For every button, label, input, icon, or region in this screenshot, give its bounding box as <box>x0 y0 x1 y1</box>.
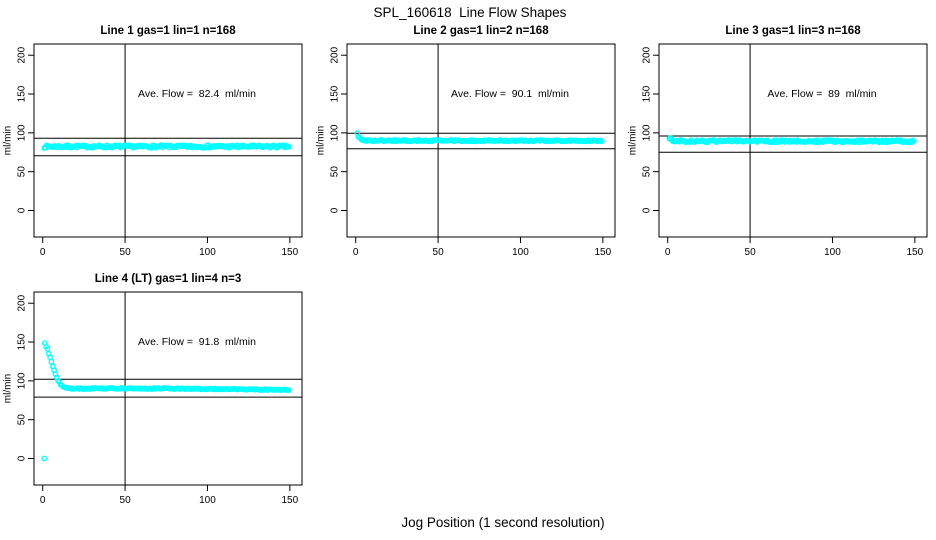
y-tick-label: 50 <box>17 414 28 426</box>
ave-flow-annotation: Ave. Flow = 82.4 ml/min <box>138 88 256 100</box>
x-tick-label: 0 <box>353 247 359 258</box>
panel-3: 0 50 100 150 0 50 100 150 200 ml/min Line 3 gas=1 … <box>628 25 928 258</box>
y-tick-label: 150 <box>330 85 341 102</box>
data-point <box>55 377 61 384</box>
plot-box <box>33 291 303 486</box>
y-tick-label: 100 <box>642 124 653 141</box>
x-tick-label: 100 <box>512 247 529 258</box>
x-tick-label: 150 <box>282 247 299 258</box>
x-tick-label: 50 <box>745 247 757 258</box>
outer-x-axis-label: Jog Position (1 second resolution) <box>401 515 604 530</box>
plot-box <box>33 43 303 238</box>
y-axis-label: ml/min <box>3 374 14 403</box>
x-tick-label: 100 <box>199 495 216 506</box>
x-tick-label: 50 <box>120 247 132 258</box>
ave-flow-annotation: Ave. Flow = 91.8 ml/min <box>138 336 256 348</box>
x-tick-label: 150 <box>282 495 299 506</box>
plot-box <box>658 43 928 238</box>
y-axis: 0 50 100 150 200 ml/min <box>3 46 34 213</box>
x-tick-label: 0 <box>40 247 46 258</box>
y-tick-label: 0 <box>330 207 341 213</box>
y-tick-label: 0 <box>17 207 28 213</box>
data-point <box>286 143 292 150</box>
y-tick-label: 200 <box>642 46 653 63</box>
x-tick-label: 0 <box>40 495 46 506</box>
y-tick-label: 50 <box>330 166 341 178</box>
scatter-points <box>41 340 292 462</box>
data-point-outlier <box>41 455 48 462</box>
x-tick-label: 150 <box>595 247 612 258</box>
y-tick-label: 200 <box>330 46 341 63</box>
panel-4: 0 50 100 150 0 50 100 150 200 ml/min Line 4 (LT) g… <box>3 273 303 506</box>
data-point <box>56 379 63 385</box>
y-tick-label: 150 <box>642 85 653 102</box>
y-tick-label: 50 <box>17 166 28 178</box>
x-tick-label: 100 <box>199 247 216 258</box>
x-tick-label: 50 <box>120 495 132 506</box>
x-tick-label: 100 <box>824 247 841 258</box>
x-axis: 0 50 100 150 <box>40 485 299 506</box>
y-tick-label: 150 <box>17 333 28 350</box>
y-tick-label: 200 <box>17 46 28 63</box>
y-tick-label: 150 <box>17 85 28 102</box>
x-axis: 0 50 100 150 <box>40 237 299 258</box>
y-axis-label: ml/min <box>628 126 639 155</box>
y-tick-label: 50 <box>642 166 653 178</box>
y-axis-label: ml/min <box>3 126 14 155</box>
panel-title: Line 2 gas=1 lin=2 n=168 <box>413 25 549 37</box>
x-tick-label: 150 <box>907 247 924 258</box>
scatter-points <box>41 142 292 151</box>
y-axis: 0 50 100 150 200 ml/min <box>3 294 34 461</box>
panels-group: 0 50 100 150 0 50 100 150 200 ml/min Line 1 gas=1 … <box>3 25 928 506</box>
panel-title: Line 1 gas=1 lin=1 n=168 <box>100 25 236 37</box>
ave-flow-annotation: Ave. Flow = 89 ml/min <box>767 88 876 100</box>
x-axis: 0 50 100 150 <box>353 237 612 258</box>
ave-flow-annotation: Ave. Flow = 90.1 ml/min <box>451 88 569 100</box>
y-tick-label: 100 <box>330 124 341 141</box>
x-tick-label: 50 <box>433 247 445 258</box>
y-axis: 0 50 100 150 200 ml/min <box>628 46 659 213</box>
y-tick-label: 100 <box>17 124 28 141</box>
data-point <box>599 138 605 145</box>
y-axis-label: ml/min <box>316 126 327 155</box>
y-tick-label: 200 <box>17 294 28 311</box>
y-axis: 0 50 100 150 200 ml/min <box>316 46 347 213</box>
plot-box <box>346 43 616 238</box>
panel-title: Line 3 gas=1 lin=3 n=168 <box>725 25 861 37</box>
figure-title: SPL_160618 Line Flow Shapes <box>374 5 567 20</box>
scatter-points <box>666 134 917 146</box>
panel-title: Line 4 (LT) gas=1 lin=4 n=3 <box>95 273 241 285</box>
panel-1: 0 50 100 150 0 50 100 150 200 ml/min Line 1 gas=1 … <box>3 25 303 258</box>
data-point <box>911 138 917 144</box>
x-axis: 0 50 100 150 <box>665 237 924 258</box>
y-tick-label: 0 <box>17 455 28 461</box>
data-point <box>48 358 55 365</box>
x-tick-label: 0 <box>665 247 671 258</box>
y-tick-label: 100 <box>17 372 28 389</box>
y-tick-label: 0 <box>642 207 653 213</box>
data-point <box>285 387 292 394</box>
scatter-points <box>354 130 605 145</box>
panel-2: 0 50 100 150 0 50 100 150 200 ml/min Line 2 gas=1 … <box>316 25 616 258</box>
